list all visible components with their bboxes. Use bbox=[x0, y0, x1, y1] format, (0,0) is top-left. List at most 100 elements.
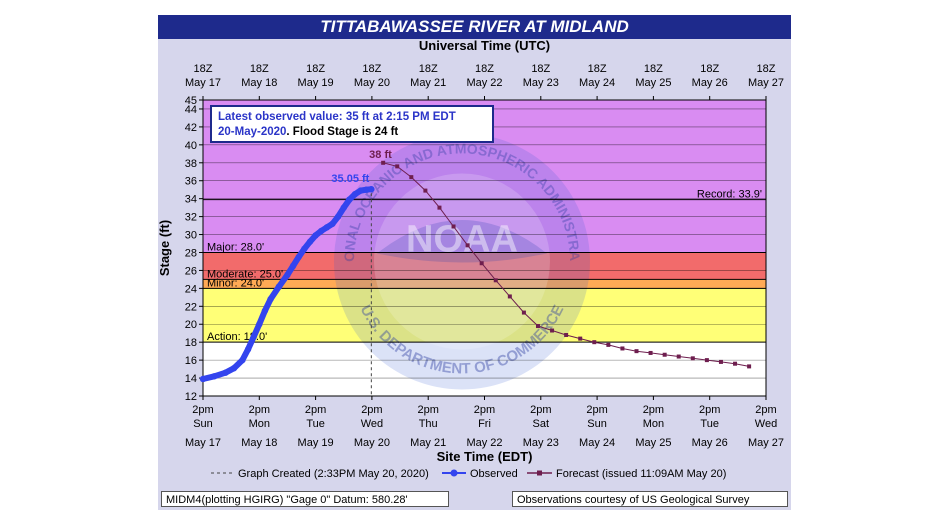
footer-credit: Observations courtesy of US Geological S… bbox=[512, 491, 788, 507]
forecast-point bbox=[578, 336, 583, 341]
y-tick-label: 34 bbox=[185, 194, 197, 206]
forecast-point bbox=[479, 261, 484, 266]
y-tick-label: 16 bbox=[185, 355, 197, 367]
top-tick-date: May 26 bbox=[692, 77, 728, 89]
bottom-tick-date: May 22 bbox=[466, 437, 502, 449]
y-tick-label: 30 bbox=[185, 230, 197, 242]
y-tick-label: 18 bbox=[185, 337, 197, 349]
bottom-tick-time: 2pm bbox=[530, 404, 551, 416]
bottom-tick-time: 2pm bbox=[417, 404, 438, 416]
info-flood-stage: 20-May-2020. Flood Stage is 24 ft bbox=[218, 126, 398, 138]
observed-point bbox=[239, 356, 246, 364]
observed-point bbox=[230, 364, 238, 372]
bottom-tick-day: Wed bbox=[755, 418, 777, 430]
bottom-tick-date: May 27 bbox=[748, 437, 784, 449]
footer-datum: MIDM4(plotting HGIRG) "Gage 0" Datum: 58… bbox=[161, 491, 449, 507]
top-tick-time: 18Z bbox=[531, 63, 550, 75]
top-tick-time: 18Z bbox=[250, 63, 269, 75]
y-tick-label: 28 bbox=[185, 247, 197, 259]
bottom-tick-time: 2pm bbox=[305, 404, 326, 416]
top-tick-date: May 19 bbox=[298, 77, 334, 89]
top-tick-date: May 22 bbox=[466, 77, 502, 89]
bottom-tick-time: 2pm bbox=[586, 404, 607, 416]
bottom-tick-time: 2pm bbox=[699, 404, 720, 416]
y-tick-label: 42 bbox=[185, 122, 197, 134]
bottom-tick-date: May 17 bbox=[185, 437, 221, 449]
observed-point bbox=[289, 262, 297, 270]
y-tick-label: 36 bbox=[185, 176, 197, 188]
forecast-point bbox=[634, 349, 639, 354]
forecast-point bbox=[747, 364, 752, 369]
bottom-tick-date: May 23 bbox=[523, 437, 559, 449]
moderate-band bbox=[203, 279, 766, 289]
observed-point bbox=[368, 186, 375, 193]
forecast-point bbox=[620, 346, 625, 351]
top-tick-time: 18Z bbox=[644, 63, 663, 75]
flood-label-major: Major: 28.0' bbox=[207, 241, 264, 253]
forecast-point bbox=[690, 356, 695, 361]
noaa-bird-icon bbox=[376, 219, 547, 263]
forecast-point bbox=[592, 340, 597, 345]
top-tick-date: May 27 bbox=[748, 77, 784, 89]
observed-point bbox=[363, 186, 370, 193]
forecast-point bbox=[423, 188, 428, 193]
y-tick-label: 22 bbox=[185, 301, 197, 313]
legend-graph-created: Graph Created (2:33PM May 20, 2020) bbox=[238, 468, 429, 480]
noaa-seal-inner bbox=[373, 173, 550, 350]
observed-peak-label: 35.05 ft bbox=[331, 173, 369, 185]
observed-point bbox=[244, 346, 252, 353]
bottom-tick-date: May 26 bbox=[692, 437, 728, 449]
observed-point bbox=[329, 220, 336, 227]
bottom-tick-time: 2pm bbox=[474, 404, 495, 416]
chart-title: TITTABAWASSEE RIVER AT MIDLAND bbox=[158, 15, 791, 39]
legend-forecast-marker bbox=[537, 470, 542, 476]
observed-point bbox=[323, 224, 331, 231]
forecast-point bbox=[733, 361, 738, 366]
y-axis-label: Stage (ft) bbox=[157, 220, 172, 276]
top-tick-time: 18Z bbox=[757, 63, 776, 75]
flood-label-record: Record: 33.9' bbox=[697, 189, 762, 201]
bottom-tick-day: Sun bbox=[587, 418, 607, 430]
bottom-tick-date: May 20 bbox=[354, 437, 390, 449]
top-tick-time: 18Z bbox=[419, 63, 438, 75]
top-tick-time: 18Z bbox=[475, 63, 494, 75]
top-tick-date: May 24 bbox=[579, 77, 615, 89]
observed-point bbox=[346, 196, 353, 203]
forecast-point bbox=[662, 352, 667, 357]
top-axis-title: Universal Time (UTC) bbox=[419, 38, 550, 53]
forecast-point bbox=[507, 294, 512, 299]
noaa-seal-icon bbox=[333, 133, 590, 390]
y-tick-label: 20 bbox=[185, 319, 197, 331]
flood-label-moderate: Moderate: 25.0' bbox=[207, 268, 283, 280]
bottom-axis-title: Site Time (EDT) bbox=[437, 449, 533, 464]
bottom-tick-day: Tue bbox=[700, 418, 719, 430]
watermark-center-text: NOAA bbox=[406, 218, 518, 260]
bottom-tick-time: 2pm bbox=[643, 404, 664, 416]
observed-point bbox=[284, 271, 291, 279]
bottom-tick-date: May 21 bbox=[410, 437, 446, 449]
observed-point bbox=[295, 253, 302, 261]
y-tick-label: 44 bbox=[185, 104, 197, 116]
forecast-point bbox=[564, 333, 569, 338]
forecast-point bbox=[550, 328, 555, 333]
bottom-tick-day: Fri bbox=[478, 418, 491, 430]
bottom-tick-date: May 19 bbox=[298, 437, 334, 449]
top-tick-date: May 23 bbox=[523, 77, 559, 89]
observed-point bbox=[222, 369, 229, 376]
bottom-tick-time: 2pm bbox=[361, 404, 382, 416]
bottom-tick-day: Mon bbox=[643, 418, 664, 430]
observed-point bbox=[301, 245, 308, 253]
observed-point bbox=[275, 283, 283, 290]
forecast-point bbox=[606, 342, 611, 347]
flood-label-minor: Minor: 24.0' bbox=[207, 277, 264, 289]
top-tick-date: May 17 bbox=[185, 77, 221, 89]
forecast-point bbox=[521, 310, 526, 315]
top-tick-time: 18Z bbox=[700, 63, 719, 75]
forecast-point bbox=[535, 324, 540, 329]
y-tick-label: 45 bbox=[185, 95, 197, 107]
y-tick-label: 38 bbox=[185, 158, 197, 170]
bottom-tick-date: May 25 bbox=[635, 437, 671, 449]
forecast-point bbox=[648, 350, 653, 355]
top-tick-date: May 25 bbox=[635, 77, 671, 89]
